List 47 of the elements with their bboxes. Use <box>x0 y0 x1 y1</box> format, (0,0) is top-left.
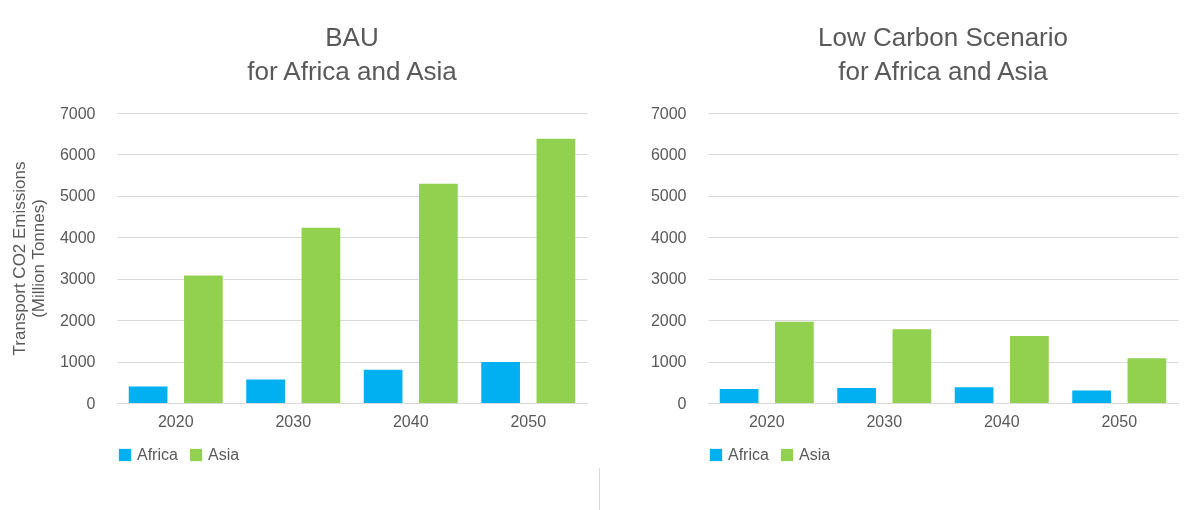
bar <box>1010 335 1049 403</box>
y-tick-label: 5000 <box>59 187 96 205</box>
legend-label: Africa <box>728 446 769 463</box>
y-tick-label: 2000 <box>59 311 96 329</box>
y-tick-label: 4000 <box>650 228 687 246</box>
bar <box>536 138 576 403</box>
y-tick-label: 7000 <box>59 104 96 122</box>
x-tick-label: 2040 <box>983 412 1020 430</box>
y-tick-label: 2000 <box>650 311 687 329</box>
y-tick-label: 3000 <box>59 270 96 288</box>
y-tick-label: 0 <box>677 394 687 412</box>
y-tick-label: 1000 <box>650 353 687 371</box>
bar <box>1127 358 1167 403</box>
legend-label: Africa <box>137 446 178 463</box>
bar <box>837 388 876 403</box>
bar <box>1072 390 1111 403</box>
y-tick-label: 6000 <box>650 145 687 163</box>
y-tick-label: 6000 <box>59 145 96 163</box>
y-tick-label: 0 <box>86 394 96 412</box>
chart-title: Low Carbon Scenario for Africa and Asia <box>817 22 1069 86</box>
x-tick-label: 2020 <box>748 412 785 430</box>
bar <box>481 361 520 403</box>
y-axis-title: Transport CO2 Emissions (Million Tonnes) <box>9 161 48 356</box>
legend-label: Asia <box>208 446 240 463</box>
y-tick-label: 7000 <box>650 104 687 122</box>
bar <box>719 388 759 403</box>
y-tick-label: 4000 <box>59 228 96 246</box>
bar <box>128 386 168 403</box>
x-tick-label: 2020 <box>157 412 194 430</box>
bar <box>419 183 458 403</box>
bar <box>775 321 814 403</box>
x-tick-label: 2050 <box>510 412 547 430</box>
bar <box>246 379 285 403</box>
y-tick-label: 1000 <box>59 353 96 371</box>
y-tick-label: 3000 <box>650 270 687 288</box>
bar <box>184 275 223 403</box>
x-tick-label: 2040 <box>392 412 429 430</box>
x-tick-label: 2030 <box>866 412 903 430</box>
bar <box>892 329 932 403</box>
legend-label: Asia <box>799 446 831 463</box>
chart-title: BAU for Africa and Asia <box>247 22 458 86</box>
bar <box>363 369 403 403</box>
x-tick-label: 2050 <box>1101 412 1138 430</box>
bar <box>301 227 341 403</box>
y-tick-label: 5000 <box>650 187 687 205</box>
x-tick-label: 2030 <box>275 412 312 430</box>
bar <box>954 387 994 403</box>
